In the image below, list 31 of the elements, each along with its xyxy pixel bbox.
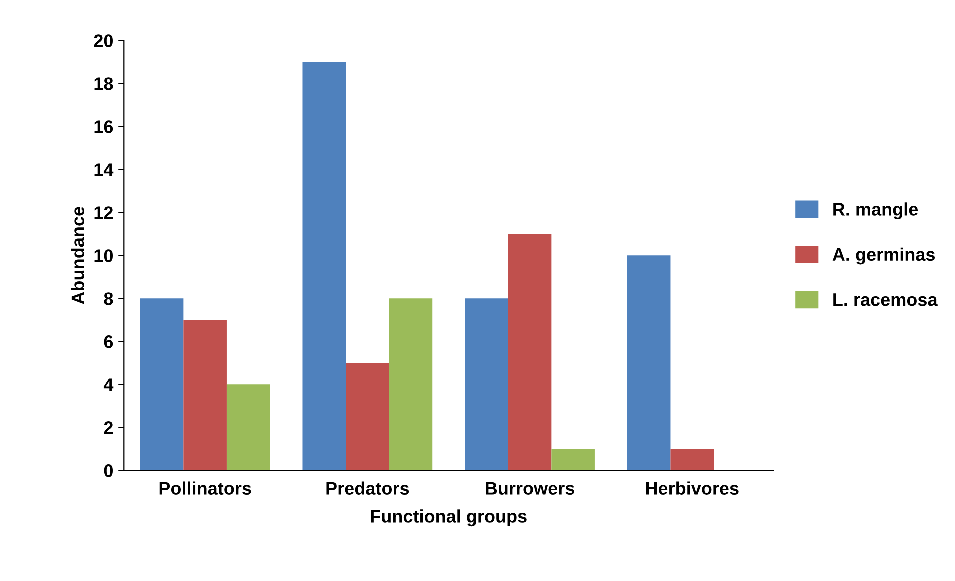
bar	[670, 449, 714, 471]
bar	[140, 298, 184, 471]
y-tick-label: 6	[104, 336, 114, 348]
y-tick-label: 8	[104, 292, 114, 306]
bar	[389, 298, 433, 471]
bar	[346, 363, 390, 471]
y-tick-label: 0	[104, 464, 113, 478]
bar	[552, 449, 595, 471]
y-tick-label: 2	[104, 422, 114, 434]
y-tick-label: 14	[94, 164, 114, 176]
y-tick-label: 12	[94, 206, 114, 220]
x-tick-label: Herbivores	[646, 482, 739, 495]
x-axis-title: Functional groups	[371, 510, 527, 527]
bar	[184, 320, 227, 471]
x-tick-label: Pollinators	[160, 482, 252, 495]
legend-label: A. germinas	[832, 248, 936, 265]
bar	[302, 62, 346, 471]
y-axis-title: Abundance	[71, 207, 85, 304]
legend-label: R. mangle	[834, 202, 918, 220]
bar	[226, 384, 270, 471]
y-tick-label: 20	[94, 34, 113, 48]
y-tick-label: 10	[94, 250, 113, 262]
legend-label: L. racemosa	[834, 294, 938, 306]
x-tick-label: Predators	[326, 482, 410, 495]
bar	[627, 256, 671, 471]
x-tick-label: Burrowers	[486, 482, 574, 495]
y-tick-label: 4	[104, 378, 114, 392]
y-tick-label: 16	[94, 120, 114, 134]
bar	[508, 234, 552, 471]
y-tick-label: 18	[94, 78, 114, 90]
bar	[465, 298, 508, 471]
